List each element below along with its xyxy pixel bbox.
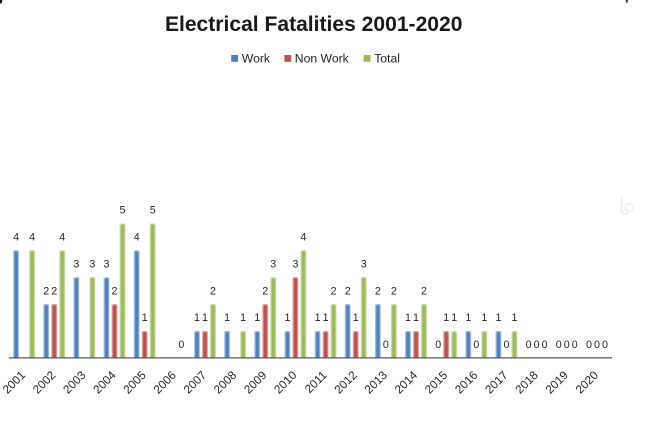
svg-text:1: 1 xyxy=(495,312,501,324)
svg-text:1: 1 xyxy=(353,312,359,324)
svg-text:1: 1 xyxy=(413,312,419,324)
svg-text:0: 0 xyxy=(526,339,532,351)
svg-text:Non Work: Non Work xyxy=(295,52,350,66)
svg-text:0: 0 xyxy=(586,339,592,351)
svg-text:4: 4 xyxy=(59,232,65,244)
svg-text:2: 2 xyxy=(262,285,268,297)
svg-text:0: 0 xyxy=(564,339,570,351)
svg-text:0: 0 xyxy=(556,339,562,351)
svg-text:1: 1 xyxy=(142,312,148,324)
svg-text:1: 1 xyxy=(284,312,290,324)
svg-text:2: 2 xyxy=(210,285,216,297)
svg-text:3: 3 xyxy=(292,258,298,270)
svg-text:2: 2 xyxy=(375,285,381,297)
svg-text:5: 5 xyxy=(120,205,126,217)
svg-text:0: 0 xyxy=(503,339,509,351)
svg-text:1: 1 xyxy=(323,312,329,324)
svg-text:5: 5 xyxy=(150,205,156,217)
svg-text:4: 4 xyxy=(134,232,140,244)
svg-text:1: 1 xyxy=(465,312,471,324)
svg-text:2: 2 xyxy=(112,285,118,297)
svg-text:1: 1 xyxy=(194,312,200,324)
svg-text:4: 4 xyxy=(13,232,19,244)
svg-text:1: 1 xyxy=(443,312,449,324)
svg-text:2: 2 xyxy=(421,285,427,297)
svg-text:3: 3 xyxy=(89,258,95,270)
svg-text:2: 2 xyxy=(331,285,337,297)
svg-text:1: 1 xyxy=(481,312,487,324)
svg-text:3: 3 xyxy=(73,258,79,270)
svg-text:1: 1 xyxy=(405,312,411,324)
svg-text:1: 1 xyxy=(202,312,208,324)
svg-text:0: 0 xyxy=(178,339,184,351)
svg-text:1: 1 xyxy=(451,312,457,324)
svg-text:0: 0 xyxy=(473,339,479,351)
svg-text:1: 1 xyxy=(511,312,517,324)
svg-text:3: 3 xyxy=(270,258,276,270)
svg-text:4: 4 xyxy=(300,232,306,244)
svg-text:0: 0 xyxy=(542,339,548,351)
svg-text:2: 2 xyxy=(51,285,57,297)
svg-text:0: 0 xyxy=(602,339,608,351)
svg-text:0: 0 xyxy=(594,339,600,351)
svg-text:1: 1 xyxy=(240,312,246,324)
svg-text:0: 0 xyxy=(572,339,578,351)
svg-text:1: 1 xyxy=(224,312,230,324)
svg-text:0: 0 xyxy=(435,339,441,351)
svg-text:Work: Work xyxy=(242,52,271,66)
svg-text:0: 0 xyxy=(383,339,389,351)
svg-text:Electrical Fatalities 2001-202: Electrical Fatalities 2001-2020 xyxy=(165,12,463,36)
svg-text:3: 3 xyxy=(361,258,367,270)
svg-text:2: 2 xyxy=(391,285,397,297)
svg-text:1: 1 xyxy=(315,312,321,324)
svg-text:1: 1 xyxy=(254,312,260,324)
svg-text:Total: Total xyxy=(374,52,400,66)
svg-text:2: 2 xyxy=(345,285,351,297)
svg-text:3: 3 xyxy=(104,258,110,270)
svg-text:4: 4 xyxy=(29,232,35,244)
svg-text:0: 0 xyxy=(534,339,540,351)
svg-text:2: 2 xyxy=(43,285,49,297)
